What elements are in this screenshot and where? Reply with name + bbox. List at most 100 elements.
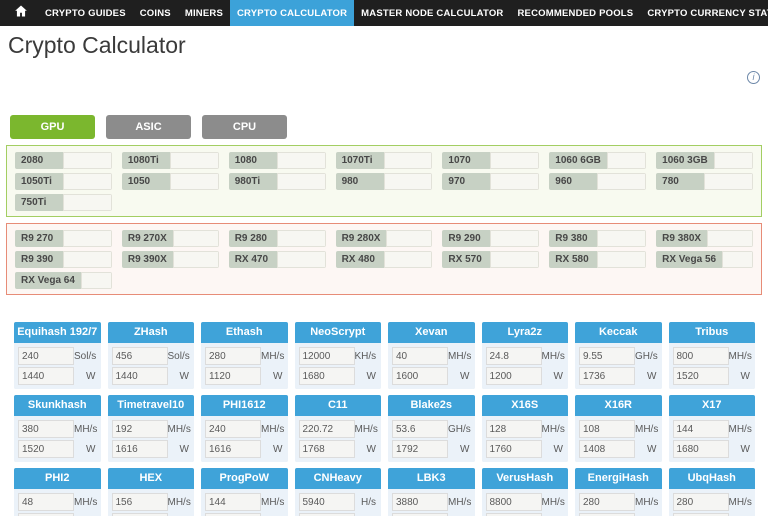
gpu-count-input-1070[interactable] <box>490 152 540 169</box>
gpu-count-input-980[interactable] <box>383 173 433 190</box>
gpu-count-input-rx-vega-56[interactable] <box>722 251 753 268</box>
tab-asic[interactable]: ASIC <box>106 115 191 139</box>
hashrate-input-skunkhash[interactable] <box>18 420 74 438</box>
hashrate-input-equihash-192-7[interactable] <box>18 347 74 365</box>
hashrate-input-hex[interactable] <box>111 493 168 511</box>
power-input-progpow[interactable] <box>205 513 261 516</box>
gpu-count-input-1080ti[interactable] <box>169 152 219 169</box>
power-input-neoscrypt[interactable] <box>298 367 355 385</box>
gpu-chip-1060-3gb: 1060 3GB <box>656 152 753 169</box>
gpu-count-input-rx-470[interactable] <box>276 251 326 268</box>
hashrate-input-lbk3[interactable] <box>392 493 448 511</box>
gpu-count-input-r9-280x[interactable] <box>386 230 433 247</box>
nav-item-crypto-currency-statistics[interactable]: CRYPTO CURRENCY STATISTICS <box>647 7 768 19</box>
gpu-count-input-r9-280[interactable] <box>276 230 326 247</box>
power-input-c11[interactable] <box>298 440 355 458</box>
gpu-count-input-980ti[interactable] <box>276 173 326 190</box>
algo-card-body: MH/s W <box>575 416 662 462</box>
hashrate-input-verushash[interactable] <box>485 493 542 511</box>
hashrate-input-ubqhash[interactable] <box>672 493 729 511</box>
hashrate-input-keccak[interactable] <box>579 347 635 365</box>
info-icon[interactable]: i <box>747 71 760 84</box>
unit-label: W <box>553 443 563 455</box>
hashrate-input-energihash[interactable] <box>579 493 635 511</box>
power-input-zhash[interactable] <box>111 367 168 385</box>
power-input-energihash[interactable] <box>579 513 635 516</box>
gpu-count-input-970[interactable] <box>490 173 540 190</box>
gpu-count-input-rx-480[interactable] <box>383 251 433 268</box>
power-input-hex[interactable] <box>111 513 168 516</box>
gpu-count-input-rx-570[interactable] <box>490 251 540 268</box>
gpu-count-input-1060-6gb[interactable] <box>606 152 647 169</box>
gpu-count-input-750ti[interactable] <box>63 194 112 211</box>
gpu-count-input-r9-270x[interactable] <box>172 230 219 247</box>
algo-card-x16s: X16S MH/s W <box>481 395 568 462</box>
algo-card-body: GH/s W <box>388 416 475 462</box>
gpu-count-input-1050ti[interactable] <box>63 173 112 190</box>
nav-item-crypto-calculator[interactable]: CRYPTO CALCULATOR <box>229 0 355 26</box>
hashrate-input-tribus[interactable] <box>672 347 729 365</box>
tab-cpu[interactable]: CPU <box>202 115 287 139</box>
hashrate-input-lyra2z[interactable] <box>485 347 542 365</box>
gpu-count-input-rx-580[interactable] <box>597 251 647 268</box>
power-input-phi1612[interactable] <box>205 440 261 458</box>
gpu-count-input-r9-390[interactable] <box>63 251 112 268</box>
power-input-tribus[interactable] <box>672 367 729 385</box>
hashrate-input-x16r[interactable] <box>579 420 635 438</box>
gpu-count-input-r9-380[interactable] <box>597 230 647 247</box>
power-input-equihash-192-7[interactable] <box>18 367 74 385</box>
power-input-x17[interactable] <box>672 440 729 458</box>
power-input-lbk3[interactable] <box>392 513 448 516</box>
power-input-x16r[interactable] <box>579 440 635 458</box>
gpu-count-input-rx-vega-64[interactable] <box>80 272 112 289</box>
hashrate-input-timetravel10[interactable] <box>111 420 168 438</box>
home-button[interactable] <box>0 0 38 26</box>
nav-item-recommended-pools[interactable]: RECOMMENDED POOLS <box>517 7 634 19</box>
hashrate-input-zhash[interactable] <box>111 347 168 365</box>
gpu-count-input-2080[interactable] <box>63 152 112 169</box>
hashrate-input-x17[interactable] <box>672 420 729 438</box>
gpu-count-input-960[interactable] <box>597 173 647 190</box>
nav-item-crypto-guides[interactable]: CRYPTO GUIDES <box>45 7 126 19</box>
gpu-count-input-r9-270[interactable] <box>63 230 112 247</box>
power-input-blake2s[interactable] <box>392 440 448 458</box>
algo-card-body: MH/s W <box>575 489 662 516</box>
nav-item-coins[interactable]: COINS <box>139 7 171 19</box>
hashrate-input-phi2[interactable] <box>18 493 74 511</box>
hashrate-input-blake2s[interactable] <box>392 420 448 438</box>
hashrate-input-progpow[interactable] <box>205 493 261 511</box>
gpu-count-input-r9-390x[interactable] <box>172 251 219 268</box>
gpu-count-input-1070ti[interactable] <box>383 152 433 169</box>
gpu-chip-r9-380x: R9 380X <box>656 230 753 247</box>
hashrate-input-x16s[interactable] <box>485 420 542 438</box>
hashrate-input-c11[interactable] <box>298 420 355 438</box>
nav-item-miners[interactable]: MINERS <box>184 7 223 19</box>
nav-item-master-node-calculator[interactable]: MASTER NODE CALCULATOR <box>361 7 504 19</box>
algo-card-hex: HEX MH/s W <box>107 468 194 516</box>
gpu-count-input-780[interactable] <box>704 173 753 190</box>
gpu-count-input-r9-290[interactable] <box>490 230 540 247</box>
power-input-verushash[interactable] <box>485 513 542 516</box>
power-input-skunkhash[interactable] <box>18 440 74 458</box>
gpu-count-input-1060-3gb[interactable] <box>713 152 753 169</box>
gpu-chip-label: 1080Ti <box>121 152 170 169</box>
hashrate-input-xevan[interactable] <box>392 347 448 365</box>
gpu-chip-label: 750Ti <box>15 194 63 211</box>
hashrate-input-ethash[interactable] <box>205 347 261 365</box>
power-input-lyra2z[interactable] <box>485 367 542 385</box>
tab-gpu[interactable]: GPU <box>10 115 95 139</box>
gpu-count-input-r9-380x[interactable] <box>707 230 753 247</box>
power-input-ubqhash[interactable] <box>672 513 729 516</box>
power-input-x16s[interactable] <box>485 440 542 458</box>
power-input-phi2[interactable] <box>18 513 74 516</box>
hashrate-input-cnheavy[interactable] <box>298 493 355 511</box>
power-input-timetravel10[interactable] <box>111 440 168 458</box>
gpu-count-input-1050[interactable] <box>169 173 219 190</box>
power-input-keccak[interactable] <box>579 367 635 385</box>
power-input-xevan[interactable] <box>392 367 448 385</box>
power-input-ethash[interactable] <box>205 367 261 385</box>
hashrate-input-phi1612[interactable] <box>205 420 261 438</box>
gpu-count-input-1080[interactable] <box>276 152 326 169</box>
power-input-cnheavy[interactable] <box>298 513 355 516</box>
hashrate-input-neoscrypt[interactable] <box>298 347 355 365</box>
